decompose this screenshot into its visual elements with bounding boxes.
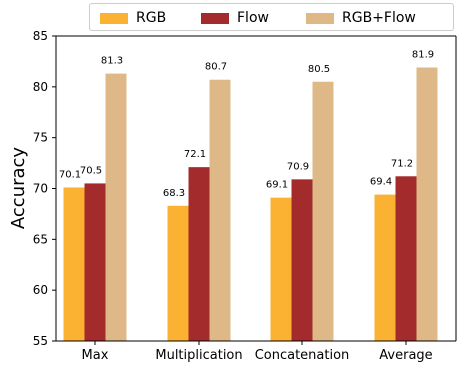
x-tick-label: Concatenation [255,348,350,363]
bar-rgb-flow-multiplication [209,79,231,341]
bar-flow-max [84,183,106,341]
y-tick-label: 65 [33,232,48,246]
y-tick-label: 55 [33,334,48,348]
y-tick-label: 70 [33,182,48,196]
y-tick-label: 85 [33,29,48,43]
legend-swatch-rgb-flow [306,12,334,24]
x-tick-label: Average [379,348,432,363]
y-tick-label: 80 [33,80,48,94]
value-label: 72.1 [184,149,206,160]
legend-item-flow[interactable]: Flow [201,4,269,32]
y-axis-label: Accuracy [8,147,29,230]
x-tick-label: Max [82,348,109,363]
value-label: 68.3 [163,188,185,199]
legend-swatch-flow [201,12,229,24]
value-label: 69.4 [370,177,392,188]
y-tick-label: 75 [33,131,48,145]
value-label: 80.5 [308,64,330,75]
y-tick-label: 60 [33,283,48,297]
value-label: 71.2 [391,158,413,169]
bar-flow-average [395,176,417,341]
legend-label-rgb: RGB [136,10,167,26]
bar-rgb-concatenation [270,197,292,341]
x-tick-label: Multiplication [155,348,242,363]
legend-label-rgb-flow: RGB+Flow [342,10,416,26]
legend-label-flow: Flow [237,10,269,26]
value-label: 70.5 [80,165,102,176]
value-labels-layer: 70.1 68.3 69.1 69.4 70.5 72.1 70.9 71.2 81.3 80.7… [59,50,434,199]
value-label: 80.7 [205,62,227,73]
bar-rgb-flow-concatenation [312,81,334,341]
axes-layer: 55 60 65 70 75 80 85 Max Multiplication Concatena… [33,29,457,363]
legend: RGB Flow RGB+Flow [89,3,454,31]
legend-item-rgb[interactable]: RGB [100,4,166,32]
value-label: 69.1 [266,180,288,191]
bar-rgb-flow-max [105,73,127,341]
value-label: 70.1 [59,169,81,180]
bar-rgb-flow-average [416,67,438,342]
bars-layer [63,67,438,342]
bar-flow-concatenation [291,179,313,341]
bar-rgb-max [63,187,85,341]
value-label: 81.9 [412,50,434,61]
value-label: 81.3 [101,56,123,67]
bar-rgb-average [374,194,396,341]
value-label: 70.9 [287,161,309,172]
bar-flow-multiplication [188,167,210,341]
legend-item-rgb-flow[interactable]: RGB+Flow [306,4,416,32]
bar-rgb-multiplication [167,205,189,341]
legend-swatch-rgb [100,12,128,24]
